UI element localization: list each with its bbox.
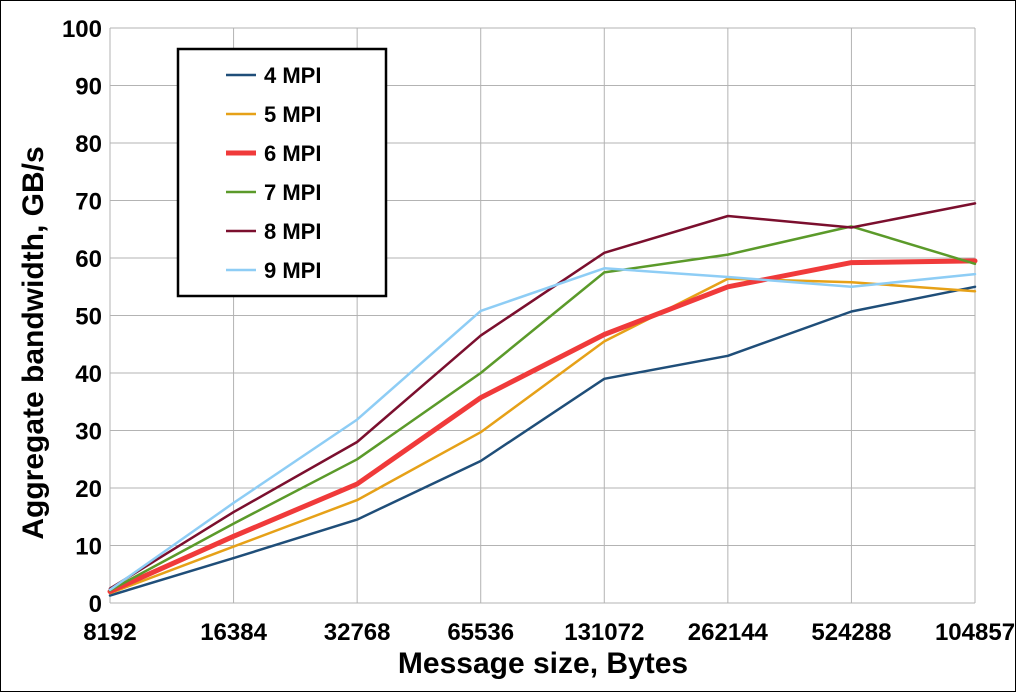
y-tick-label: 10 xyxy=(75,534,102,561)
legend: 4 MPI 5 MPI 6 MPI 7 MPI 8 MPI 9 MPI xyxy=(176,47,388,298)
x-tick-labels: 8192 16384 32768 65536 131072 262144 524288 104… xyxy=(83,619,1015,646)
legend-label: 7 MPI xyxy=(264,180,321,205)
series-line-5-mpi xyxy=(108,277,977,595)
x-tick-label: 131072 xyxy=(564,619,644,646)
x-tick-label: 32768 xyxy=(324,619,391,646)
y-tick-labels: 0 10 20 30 40 50 60 70 80 90 100 xyxy=(62,16,102,618)
series-line-4-mpi xyxy=(108,285,977,597)
series-line-9-mpi xyxy=(108,267,977,592)
y-axis-title: Aggregate bandwidth, GB/s xyxy=(17,146,50,539)
legend-label: 8 MPI xyxy=(264,219,321,244)
legend-label: 5 MPI xyxy=(264,102,321,127)
y-tick-label: 90 xyxy=(75,74,102,101)
x-tick-label: 262144 xyxy=(688,619,769,646)
legend-label: 9 MPI xyxy=(264,258,321,283)
legend-label: 6 MPI xyxy=(264,141,321,166)
y-tick-label: 40 xyxy=(75,361,102,388)
x-tick-label: 16384 xyxy=(200,619,267,646)
y-tick-label: 70 xyxy=(75,189,102,216)
y-tick-label: 0 xyxy=(89,591,102,618)
x-axis-title: Message size, Bytes xyxy=(398,647,688,680)
legend-box xyxy=(176,47,388,298)
x-tick-label: 524288 xyxy=(811,619,891,646)
y-tick-label: 60 xyxy=(75,246,102,273)
y-tick-label: 80 xyxy=(75,131,102,158)
data-series xyxy=(107,202,978,597)
y-tick-label: 100 xyxy=(62,16,102,43)
series-line-8-mpi xyxy=(108,202,977,590)
x-tick-label: 65536 xyxy=(447,619,514,646)
y-tick-label: 20 xyxy=(75,476,102,503)
series-line-7-mpi xyxy=(108,225,977,592)
legend-label: 4 MPI xyxy=(264,63,321,88)
x-tick-label: 104857 xyxy=(935,619,1015,646)
x-tick-label: 8192 xyxy=(83,619,136,646)
y-tick-label: 30 xyxy=(75,419,102,446)
series-line-6-mpi xyxy=(107,258,978,594)
y-tick-label: 50 xyxy=(75,304,102,331)
